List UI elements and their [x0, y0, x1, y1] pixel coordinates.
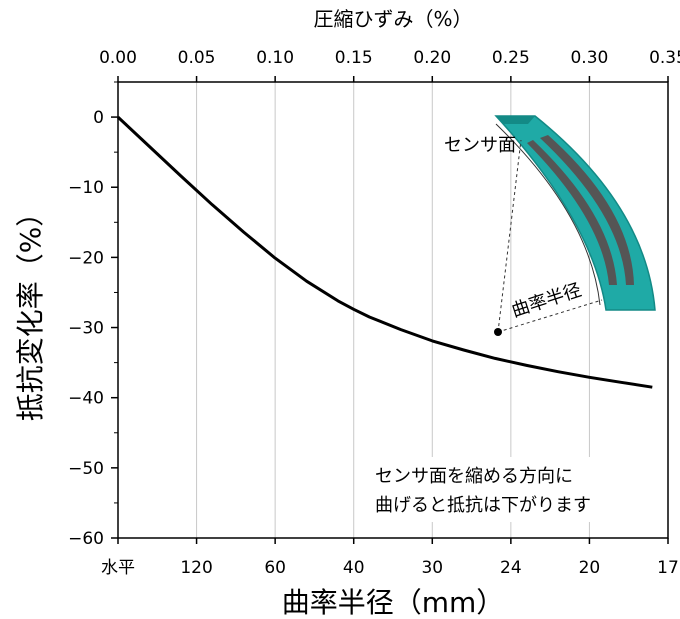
- plot-frame: [117, 81, 669, 539]
- series-line: [116, 116, 653, 389]
- inset-sensor-label: センサ面: [444, 135, 516, 156]
- x-tick-label: 24: [500, 558, 522, 578]
- y-tick-label: −20: [68, 248, 104, 268]
- x2-tick-label: 0.25: [492, 48, 530, 68]
- y-tick-label: −60: [68, 529, 104, 549]
- radius-line-lower: [497, 299, 603, 333]
- sensor-illustration: センサ面 曲率半径: [444, 115, 656, 336]
- x2-tick-label: 0.30: [570, 48, 608, 68]
- x-tick-label: 水平: [101, 558, 135, 578]
- y-tick-labels: 0 −10 −20 −30 −40 −50 −60: [68, 108, 104, 549]
- x2-tick-label: 0.05: [178, 48, 216, 68]
- sensor-strip-outer: [540, 135, 634, 285]
- x-tick-label: 20: [579, 558, 601, 578]
- sensor-strip-inner: [527, 140, 617, 285]
- x-axis-title: 曲率半径（mm）: [282, 586, 505, 619]
- y-axis-title: 抵抗変化率（%）: [14, 199, 47, 422]
- note-line-2: 曲げると抵抗は下がります: [375, 495, 591, 516]
- x2-axis-title: 圧縮ひずみ（%）: [313, 7, 472, 31]
- x2-tick-label: 0.35: [649, 48, 680, 68]
- x-tick-label: 30: [421, 558, 443, 578]
- sensor-top-face: [496, 116, 535, 124]
- radius-line-upper: [497, 139, 522, 333]
- axis-ticks: [111, 76, 669, 544]
- note-background: [365, 457, 665, 522]
- y-tick-label: 0: [93, 108, 104, 128]
- x-tick-label: 17: [657, 558, 679, 578]
- y-tick-label: −40: [68, 389, 104, 409]
- y-tick-label: −50: [68, 459, 104, 479]
- x-tick-label: 120: [180, 558, 212, 578]
- y-tick-label: −30: [68, 319, 104, 339]
- top-tick-labels: 0.00 0.05 0.10 0.15 0.20 0.25 0.30 0.35: [99, 48, 680, 68]
- note-line-1: センサ面を縮める方向に: [375, 466, 573, 487]
- sensor-body: [494, 115, 656, 311]
- x2-tick-label: 0.10: [256, 48, 294, 68]
- y-tick-label: −10: [68, 178, 104, 198]
- radius-center-dot: [494, 328, 502, 336]
- sensor-inner-edge: [495, 123, 601, 306]
- x2-tick-label: 0.15: [335, 48, 373, 68]
- inset-radius-label: 曲率半径: [509, 280, 584, 322]
- bottom-tick-labels: 水平 120 60 40 30 24 20 17: [101, 558, 679, 578]
- x-tick-label: 60: [264, 558, 286, 578]
- x2-tick-label: 0.00: [99, 48, 137, 68]
- x-tick-label: 40: [343, 558, 365, 578]
- x2-tick-label: 0.20: [413, 48, 451, 68]
